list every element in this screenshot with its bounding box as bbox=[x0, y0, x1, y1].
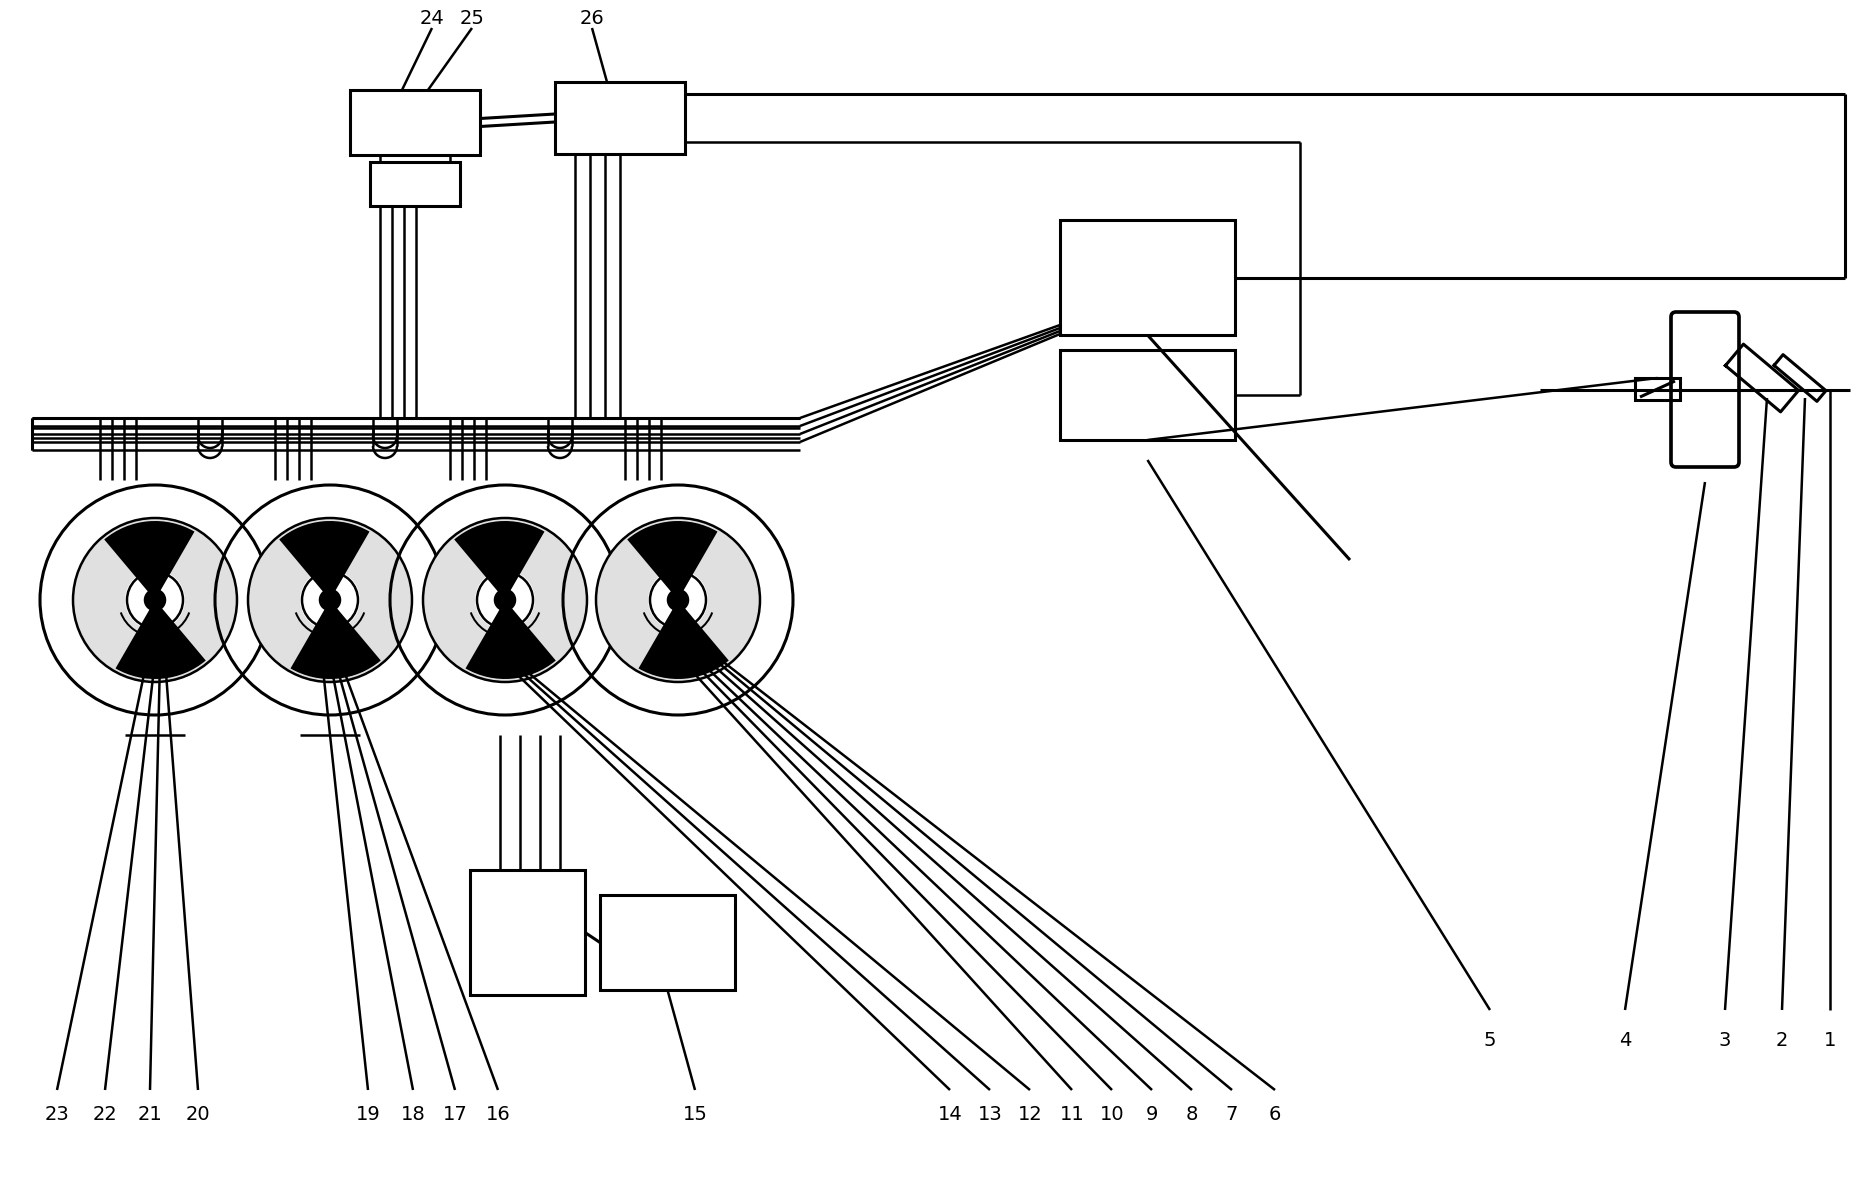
Text: 19: 19 bbox=[356, 1106, 380, 1125]
Wedge shape bbox=[627, 521, 717, 600]
Bar bbox=[1059, 350, 1235, 440]
Bar bbox=[469, 870, 585, 996]
Circle shape bbox=[248, 518, 412, 682]
Bar bbox=[1059, 220, 1235, 335]
Circle shape bbox=[125, 570, 184, 630]
Text: 11: 11 bbox=[1059, 1106, 1084, 1125]
Text: 24: 24 bbox=[419, 8, 445, 28]
Wedge shape bbox=[279, 521, 369, 600]
Text: 21: 21 bbox=[138, 1106, 162, 1125]
Circle shape bbox=[73, 518, 236, 682]
Text: 16: 16 bbox=[486, 1106, 510, 1125]
Text: 3: 3 bbox=[1719, 1030, 1732, 1049]
Text: 6: 6 bbox=[1268, 1106, 1281, 1125]
Bar bbox=[371, 162, 460, 206]
Text: 12: 12 bbox=[1019, 1106, 1043, 1125]
Bar bbox=[350, 90, 480, 155]
Text: 2: 2 bbox=[1776, 1030, 1788, 1049]
Text: 5: 5 bbox=[1484, 1030, 1497, 1049]
Text: 14: 14 bbox=[938, 1106, 963, 1125]
Text: 23: 23 bbox=[45, 1106, 69, 1125]
Circle shape bbox=[145, 589, 166, 610]
Text: 7: 7 bbox=[1225, 1106, 1238, 1125]
Text: 15: 15 bbox=[683, 1106, 708, 1125]
Wedge shape bbox=[115, 600, 207, 679]
Text: 20: 20 bbox=[186, 1106, 210, 1125]
Bar bbox=[600, 895, 735, 990]
Wedge shape bbox=[290, 600, 382, 679]
Wedge shape bbox=[104, 521, 194, 600]
Text: 9: 9 bbox=[1145, 1106, 1158, 1125]
Text: 17: 17 bbox=[443, 1106, 467, 1125]
Circle shape bbox=[596, 518, 760, 682]
Text: 13: 13 bbox=[978, 1106, 1002, 1125]
Bar bbox=[555, 81, 685, 155]
Text: 26: 26 bbox=[579, 8, 605, 28]
Text: 25: 25 bbox=[460, 8, 484, 28]
Wedge shape bbox=[454, 521, 544, 600]
Circle shape bbox=[320, 589, 341, 610]
Circle shape bbox=[495, 589, 516, 610]
Text: 8: 8 bbox=[1186, 1106, 1197, 1125]
Circle shape bbox=[475, 570, 534, 630]
Circle shape bbox=[423, 518, 587, 682]
Text: 10: 10 bbox=[1100, 1106, 1125, 1125]
Text: 1: 1 bbox=[1823, 1030, 1836, 1049]
Circle shape bbox=[648, 570, 708, 630]
Text: 22: 22 bbox=[93, 1106, 117, 1125]
Text: 4: 4 bbox=[1618, 1030, 1631, 1049]
Circle shape bbox=[300, 570, 359, 630]
Wedge shape bbox=[466, 600, 555, 679]
Wedge shape bbox=[639, 600, 728, 679]
Circle shape bbox=[668, 589, 687, 610]
Bar bbox=[1635, 379, 1680, 400]
Text: 18: 18 bbox=[400, 1106, 425, 1125]
